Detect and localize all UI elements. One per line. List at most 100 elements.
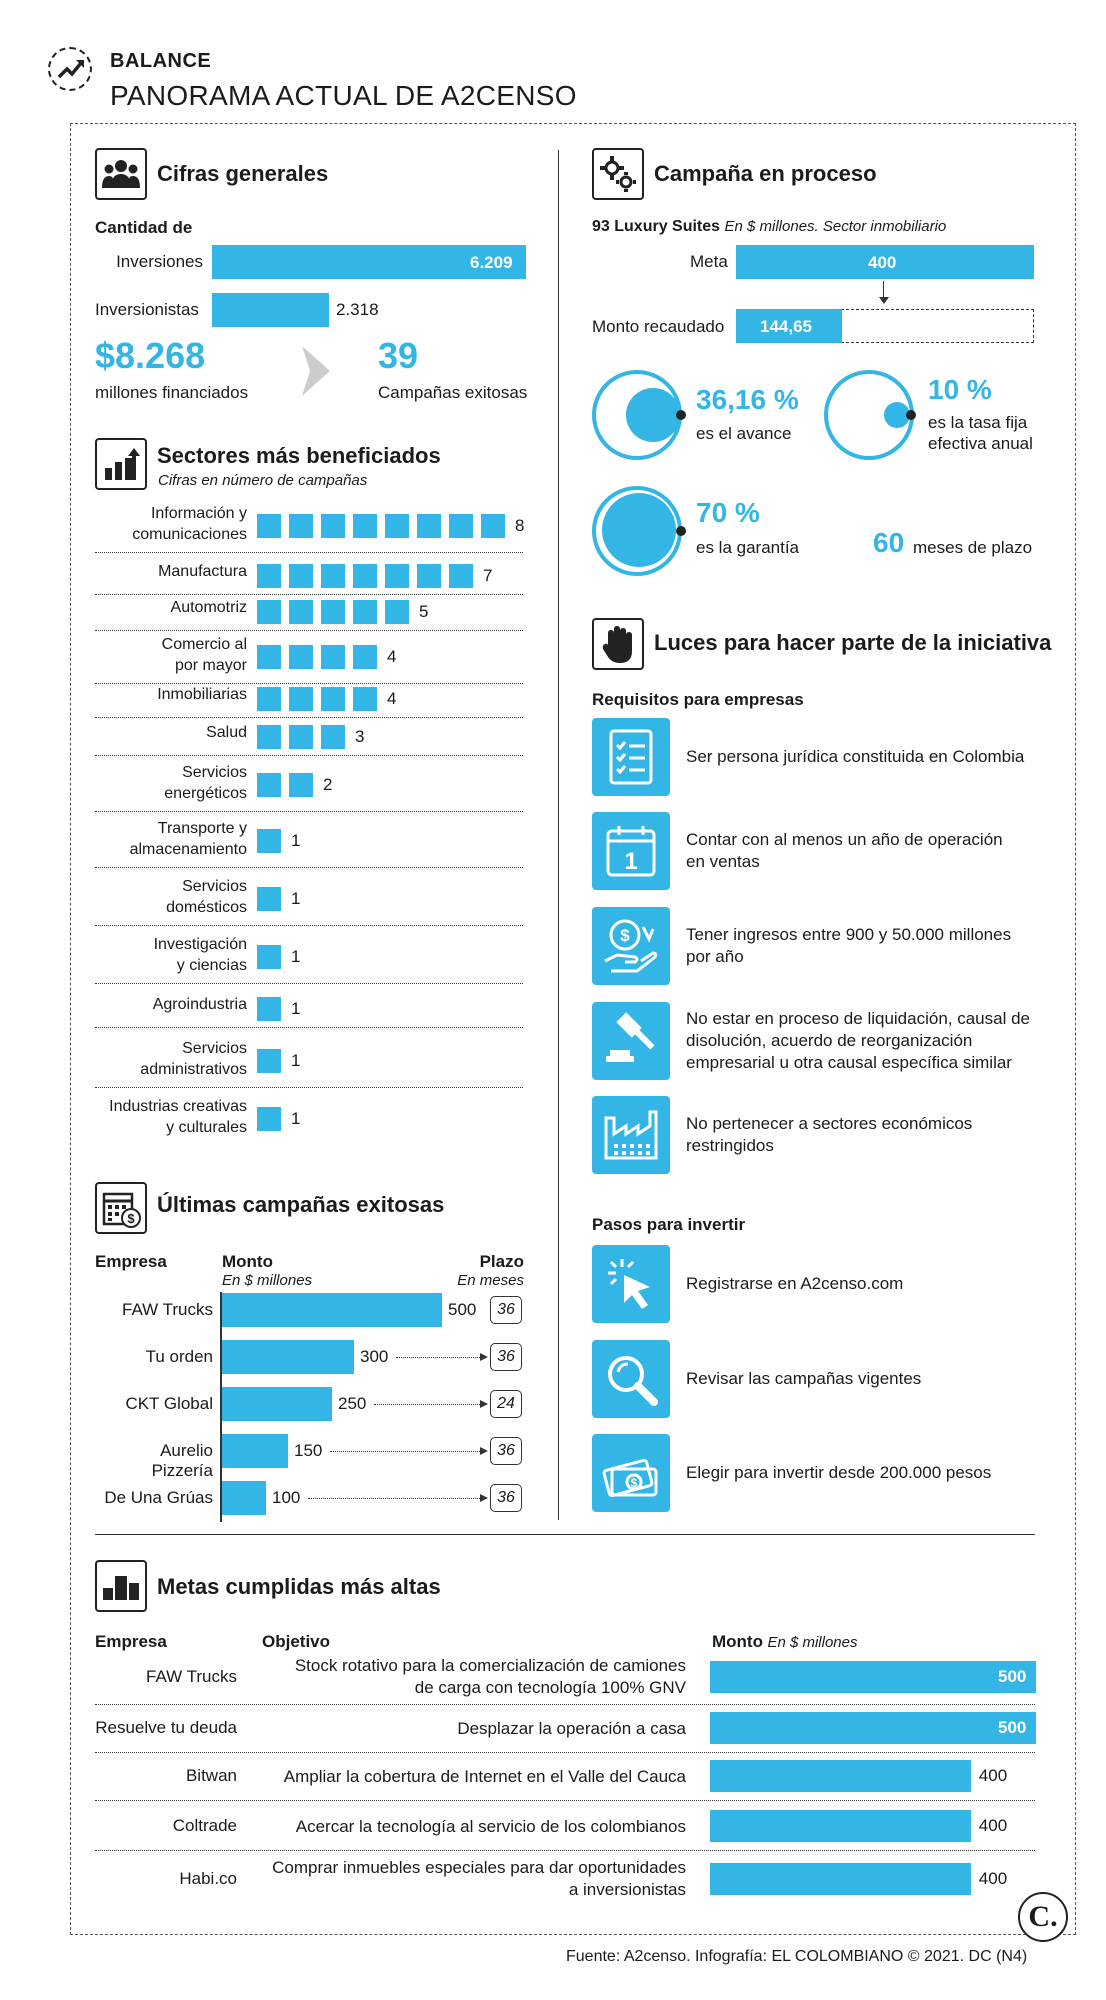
paso-text: Registrarse en A2censo.com xyxy=(686,1274,904,1293)
page-title: PANORAMA ACTUAL DE A2CENSO xyxy=(110,80,577,111)
sector-value: 4 xyxy=(387,647,397,666)
svg-text:1: 1 xyxy=(624,848,637,875)
requisito-text: Ser persona jurídica constituida en Colo… xyxy=(686,747,1025,766)
sector-value: 4 xyxy=(387,689,397,708)
section-title-metas: Metas cumplidas más altas xyxy=(157,1574,441,1599)
sector-label: Servicios administrativos xyxy=(140,1040,247,1078)
sector-square xyxy=(257,645,281,669)
hand-stop-icon xyxy=(592,618,644,670)
sector-label: Automotriz xyxy=(170,599,247,616)
sector-value: 1 xyxy=(291,1109,301,1128)
tasa-label: es la tasa fija efectiva anual xyxy=(928,413,1033,453)
metas-empresa: Resuelve tu deuda xyxy=(95,1718,237,1737)
sector-square xyxy=(353,600,377,624)
checklist-icon xyxy=(592,718,670,796)
metas-monto: 500 xyxy=(998,1718,1027,1737)
metas-col-monto-wrap: Monto En $ millones xyxy=(712,1632,857,1652)
garantia-gauge-dot xyxy=(676,526,686,536)
people-icon xyxy=(95,148,147,200)
sector-label: Servicios domésticos xyxy=(166,878,247,916)
garantia-gauge-fill xyxy=(602,493,676,567)
sector-label: Información y comunicaciones xyxy=(132,505,247,543)
ultimas-monto: 500 xyxy=(448,1300,477,1319)
metas-col-monto-sub: En $ millones xyxy=(767,1634,858,1651)
meta-arrow-line xyxy=(883,281,884,299)
section-title-cifras: Cifras generales xyxy=(157,161,329,186)
money-hand-icon: $ xyxy=(592,907,670,985)
sector-square xyxy=(257,514,281,538)
metas-objetivo: Stock rotativo para la comercialización … xyxy=(294,1656,686,1697)
plazo-label: meses de plazo xyxy=(913,538,1033,557)
sector-divider xyxy=(95,683,523,684)
inversiones-label: Inversiones xyxy=(116,252,203,271)
sector-square xyxy=(257,687,281,711)
ultimas-bar xyxy=(222,1434,288,1468)
factory-icon xyxy=(592,1096,670,1174)
section-title-campana: Campaña en proceso xyxy=(654,161,877,186)
sector-square xyxy=(321,645,345,669)
ultimas-empresa: CKT Global xyxy=(125,1394,213,1413)
campanas-value: 39 xyxy=(378,335,419,376)
metas-divider xyxy=(95,1800,1035,1801)
content-frame xyxy=(70,123,1076,1935)
svg-text:$: $ xyxy=(620,926,630,945)
section-title-luces: Luces para hacer parte de la iniciativa xyxy=(654,630,1052,655)
metas-objetivo: Comprar inmuebles especiales para dar op… xyxy=(272,1858,686,1899)
sector-value: 1 xyxy=(291,947,301,966)
sector-square xyxy=(321,687,345,711)
sector-divider xyxy=(95,594,523,595)
paso-text: Revisar las campañas vigentes xyxy=(686,1369,922,1388)
sector-value: 1 xyxy=(291,1051,301,1070)
ultimas-monto: 300 xyxy=(360,1347,389,1366)
sector-divider xyxy=(95,925,523,926)
meta-label: Meta xyxy=(690,252,728,271)
sector-square xyxy=(385,600,409,624)
calendar-one-icon: 1 xyxy=(592,812,670,890)
sector-square xyxy=(353,645,377,669)
sector-square xyxy=(289,645,313,669)
sector-square xyxy=(449,564,473,588)
meta-arrow-head xyxy=(879,297,889,304)
sector-square xyxy=(289,725,313,749)
sector-value: 1 xyxy=(291,831,301,850)
sector-value: 3 xyxy=(355,727,365,746)
meta-bar xyxy=(736,245,1034,279)
sector-value: 8 xyxy=(515,516,525,535)
sector-square xyxy=(289,600,313,624)
metas-bar xyxy=(710,1661,1036,1693)
campana-header: 93 Luxury Suites En $ millones. Sector i… xyxy=(592,218,946,236)
sector-square xyxy=(385,564,409,588)
sector-divider xyxy=(95,1087,523,1088)
tasa-gauge xyxy=(824,370,914,460)
metas-divider xyxy=(95,1752,1035,1753)
sector-label: Comercio al por mayor xyxy=(161,636,247,674)
metas-col-monto: Monto xyxy=(712,1632,763,1651)
sector-square xyxy=(257,1107,281,1131)
ultimas-col-plazo: Plazo xyxy=(479,1252,524,1271)
trend-up-icon xyxy=(48,47,92,91)
avance-gauge-dot xyxy=(676,410,686,420)
sector-square xyxy=(257,887,281,911)
sector-label: Investigación y ciencias xyxy=(153,936,247,974)
sector-square xyxy=(257,773,281,797)
metas-empresa: Bitwan xyxy=(185,1766,237,1785)
sector-square xyxy=(321,514,345,538)
sector-label: Industrias creativas y culturales xyxy=(109,1098,247,1136)
metas-divider xyxy=(95,1704,1035,1705)
avance-gauge-fill xyxy=(626,388,680,442)
sector-label: Inmobiliarias xyxy=(157,686,247,703)
avance-value: 36,16 % xyxy=(696,384,799,415)
sector-square xyxy=(321,725,345,749)
sector-square xyxy=(481,514,505,538)
sector-value: 7 xyxy=(483,566,493,585)
sector-square xyxy=(353,514,377,538)
requisito-text: No estar en proceso de liquidación, caus… xyxy=(686,1009,1030,1072)
ultimas-plazo: 36 xyxy=(490,1484,522,1512)
sector-label: Transporte y almacenamiento xyxy=(129,820,247,858)
ultimas-plazo: 24 xyxy=(490,1390,522,1418)
gavel-icon xyxy=(592,1002,670,1080)
sector-label: Servicios energéticos xyxy=(164,764,247,802)
ultimas-plazo: 36 xyxy=(490,1296,522,1324)
bar-growth-icon xyxy=(95,438,147,490)
ultimas-bar xyxy=(222,1340,354,1374)
